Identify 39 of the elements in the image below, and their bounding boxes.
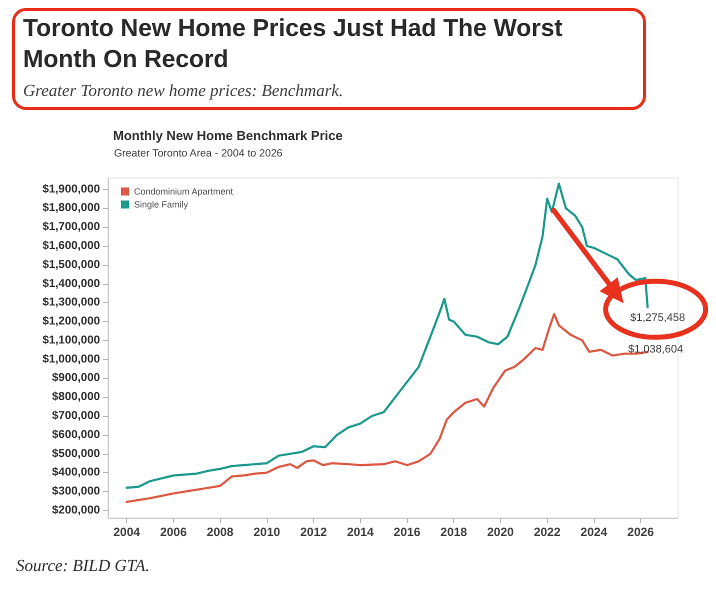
x-tick-label: 2016 — [394, 525, 421, 539]
chart-title: Toronto New Home Prices Just Had The Worst Month On Record — [23, 14, 564, 75]
x-tick-label: 2024 — [580, 525, 608, 539]
x-tick-label: 2018 — [440, 525, 468, 539]
y-tick-label: $900,000 — [52, 372, 100, 384]
x-tick-label: 2020 — [487, 525, 514, 539]
source-note: Source: BILD GTA. — [16, 556, 150, 576]
y-tick-label: $1,300,000 — [42, 296, 100, 309]
data-label: $1,275,458 — [630, 312, 686, 324]
x-tick-label: 2012 — [300, 525, 328, 539]
x-tick-label: 2022 — [534, 525, 561, 539]
x-tick-label: 2014 — [346, 525, 374, 539]
x-tick-label: 2026 — [627, 525, 654, 539]
legend-label: Single Family — [134, 200, 189, 210]
text: Monthly New Home Benchmark Price — [113, 128, 343, 143]
y-tick-label: $800,000 — [52, 391, 100, 404]
text: Greater Toronto Area - 2004 to 2026 — [114, 148, 283, 160]
x-tick-label: 2004 — [113, 525, 140, 539]
y-tick-label: $1,600,000 — [42, 240, 100, 252]
y-tick-label: $1,900,000 — [42, 183, 100, 196]
x-tick-label: 2006 — [160, 525, 188, 539]
y-tick-label: $1,000,000 — [42, 353, 100, 366]
y-tick-label: $1,800,000 — [42, 202, 100, 214]
x-tick-label: 2008 — [206, 525, 234, 539]
y-tick-label: $1,200,000 — [42, 316, 100, 328]
y-tick-label: $600,000 — [52, 428, 100, 441]
y-tick-label: $500,000 — [52, 448, 100, 460]
data-label: $1,038,604 — [628, 344, 684, 356]
y-tick-label: $1,400,000 — [42, 278, 100, 290]
y-tick-label: $300,000 — [52, 486, 100, 498]
y-tick-label: $1,700,000 — [42, 221, 100, 234]
chart-subtitle: Greater Toronto new home prices: Benchmark. — [23, 81, 344, 101]
y-tick-label: $400,000 — [52, 466, 100, 479]
y-tick-label: $700,000 — [52, 410, 100, 422]
x-tick-label: 2010 — [254, 525, 281, 539]
y-tick-label: $1,100,000 — [42, 334, 100, 346]
legend-label: Condominium Apartment — [134, 186, 234, 196]
y-tick-label: $200,000 — [52, 504, 100, 516]
y-tick-label: $1,500,000 — [42, 258, 100, 271]
